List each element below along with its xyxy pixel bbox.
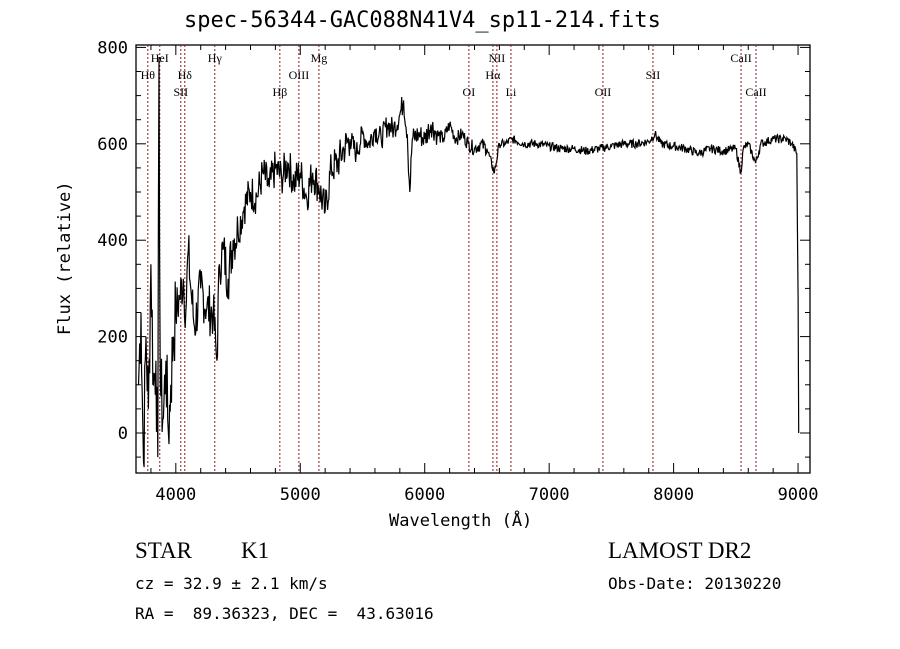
line-marker-label: Hβ <box>272 85 287 99</box>
survey-name: LAMOST DR2 <box>608 538 752 563</box>
x-tick-label: 9000 <box>778 485 819 505</box>
y-tick-label: 600 <box>97 135 128 155</box>
line-marker-label: Li <box>506 85 517 99</box>
line-marker-label: Hδ <box>178 68 193 82</box>
line-marker-label: SII <box>646 68 661 82</box>
line-marker-label: Hγ <box>208 51 223 65</box>
x-axis-label: Wavelength (Å) <box>389 511 533 531</box>
line-marker-label: NII <box>489 51 506 65</box>
y-tick-label: 0 <box>118 424 128 444</box>
plot-frame <box>135 44 811 474</box>
line-marker-label: Hα <box>485 68 501 82</box>
line-marker-label: SII <box>173 85 188 99</box>
spectrum-line <box>137 56 800 468</box>
x-tick-label: 4000 <box>155 485 196 505</box>
y-tick-label: 800 <box>97 38 128 58</box>
line-marker-label: OIII <box>289 68 310 82</box>
line-marker-label: OI <box>463 85 476 99</box>
redshift-velocity: cz = 32.9 ± 2.1 km/s <box>135 574 328 593</box>
line-marker-label: Mg <box>311 51 328 65</box>
line-marker-label: CaII <box>730 51 751 65</box>
x-tick-label: 5000 <box>280 485 321 505</box>
x-tick-label: 8000 <box>653 485 694 505</box>
y-axis-label: Flux (relative) <box>55 181 75 335</box>
object-subclass: K1 <box>241 538 270 563</box>
object-class: STAR <box>135 538 192 563</box>
y-tick-label: 200 <box>97 328 128 348</box>
line-marker-label: OII <box>595 85 612 99</box>
line-marker-label: CaII <box>745 85 766 99</box>
coordinates: RA = 89.36323, DEC = 43.63016 <box>135 604 434 623</box>
observation-date: Obs-Date: 20130220 <box>608 574 782 593</box>
x-tick-label: 7000 <box>529 485 570 505</box>
line-marker-label: Hθ <box>141 68 156 82</box>
x-tick-label: 6000 <box>404 485 445 505</box>
y-tick-label: 400 <box>97 231 128 251</box>
line-marker-label: HeI <box>151 51 169 65</box>
chart-title: spec-56344-GAC088N41V4_sp11-214.fits <box>184 8 661 33</box>
